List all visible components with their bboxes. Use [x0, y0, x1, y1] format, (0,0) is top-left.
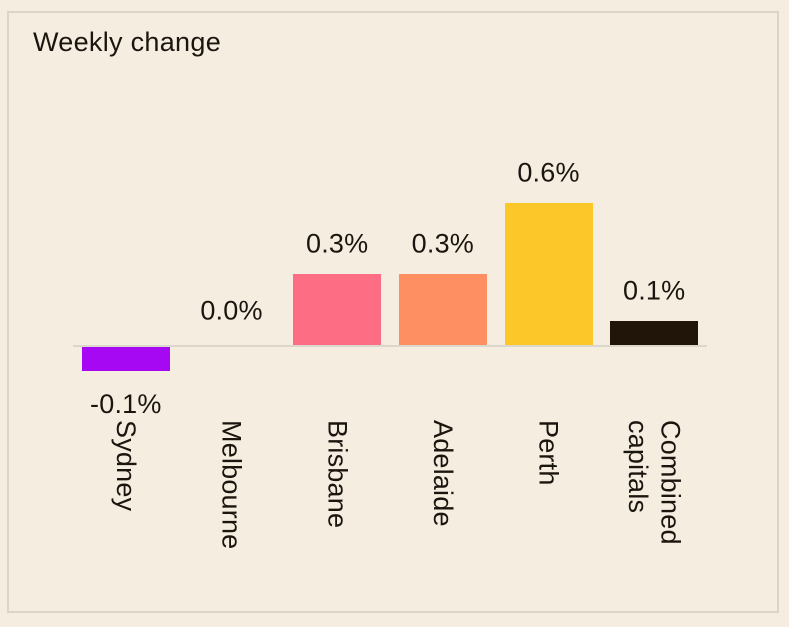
bar-combined-capitals [610, 321, 699, 345]
chart-title: Weekly change [33, 27, 222, 57]
category-label-perth: Perth [533, 420, 564, 486]
bar-adelaide [398, 274, 487, 345]
bar-brisbane [293, 274, 382, 345]
category-label-adelaide: Adelaide [428, 420, 459, 527]
bar-sydney [81, 347, 170, 371]
value-label-brisbane: 0.3% [305, 228, 369, 259]
value-label-perth: 0.6% [517, 157, 580, 188]
value-label-sydney: -0.1% [90, 389, 162, 419]
category-label-sydney: Sydney [111, 420, 142, 512]
value-label-adelaide: 0.3% [411, 228, 474, 259]
value-label-combined-capitals: 0.1% [622, 275, 686, 306]
value-label-melbourne: 0.0% [200, 295, 263, 326]
category-label-combined-capitals: Combined capitals [623, 420, 686, 545]
category-label-melbourne: Melbourne [216, 420, 247, 550]
x-axis-baseline [73, 345, 707, 347]
bar-perth [504, 203, 593, 345]
category-label-brisbane: Brisbane [322, 420, 353, 529]
